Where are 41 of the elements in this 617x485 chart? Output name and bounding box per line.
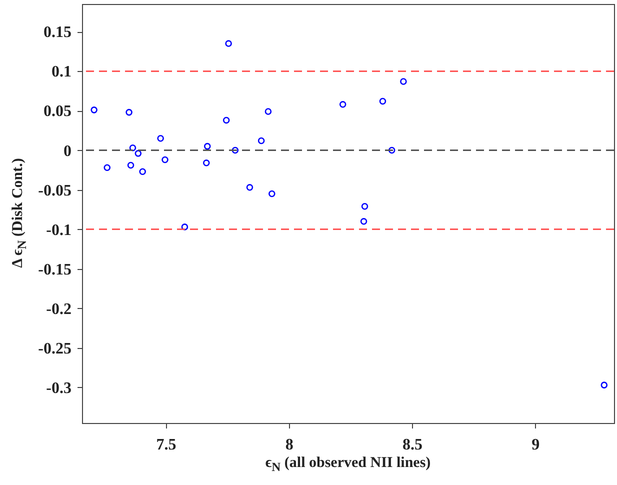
point (162, 156, 168, 164)
point (129, 144, 136, 152)
point (600, 382, 608, 388)
x-axis-title: ϵ$_{N}$ (all observed NII lines) (264, 455, 432, 475)
point (126, 108, 132, 116)
point (361, 203, 368, 210)
y-tick-label: 0.15 (44, 24, 72, 42)
point (258, 137, 265, 144)
point (139, 168, 146, 175)
point (268, 190, 276, 198)
point (388, 146, 396, 154)
point (202, 160, 210, 166)
point (400, 78, 407, 85)
point (127, 162, 134, 169)
point (104, 164, 111, 172)
point (90, 106, 98, 114)
point (379, 98, 386, 105)
y-tick-label: 0.05 (44, 103, 72, 120)
y-tick-label: -0.1 (46, 222, 72, 239)
x-tick-label: 8.5 (402, 436, 423, 454)
point (157, 135, 164, 142)
point (339, 101, 346, 108)
point (222, 116, 230, 124)
x-tick-label: 9 (532, 436, 540, 454)
y-tick-label: 0.1 (52, 64, 72, 81)
point (360, 218, 368, 225)
y-tick-label: -0.2 (46, 300, 72, 318)
y-tick-label: -0.3 (46, 380, 72, 397)
point (225, 40, 232, 47)
x-tick-label: 8 (285, 436, 294, 454)
y-tick-label: -0.05 (38, 182, 72, 200)
y-tick-label: -0.25 (38, 340, 72, 358)
x-tick-label: 7.5 (156, 436, 176, 454)
y-tick-label: 0 (64, 142, 72, 160)
point (181, 224, 188, 230)
point (232, 146, 239, 154)
point (134, 150, 142, 157)
point (246, 184, 254, 191)
point (204, 142, 211, 150)
point (264, 108, 272, 115)
y-tick-label: -0.15 (38, 261, 72, 278)
